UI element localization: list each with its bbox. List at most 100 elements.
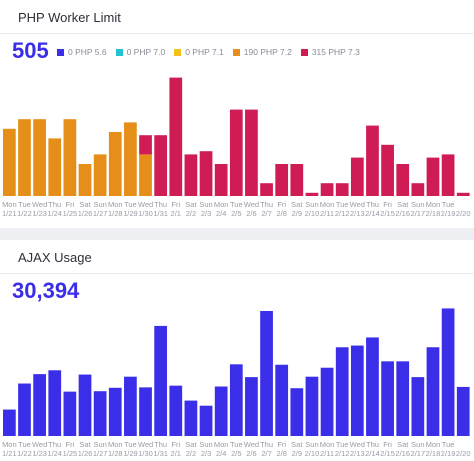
bar[interactable]	[275, 364, 289, 436]
legend-label: 0 PHP 7.1	[185, 47, 224, 57]
x-tick-date: 2/13	[350, 209, 365, 218]
bar[interactable]	[214, 386, 228, 436]
x-tick-date: 2/6	[246, 449, 256, 458]
x-tick-date: 1/22	[17, 449, 32, 458]
legend-item-php71[interactable]: 0 PHP 7.1	[174, 47, 224, 57]
x-tick-day: Tue	[230, 440, 243, 449]
bar[interactable]	[3, 128, 16, 196]
legend-item-php56[interactable]: 0 PHP 5.6	[57, 47, 107, 57]
bar[interactable]	[305, 376, 319, 436]
bar[interactable]	[229, 109, 243, 196]
bar[interactable]	[245, 109, 258, 196]
bar[interactable]	[350, 345, 364, 436]
bar[interactable]	[396, 361, 410, 436]
bar[interactable]	[441, 154, 455, 196]
bar[interactable]	[260, 183, 273, 196]
bar[interactable]	[381, 361, 394, 436]
bar[interactable]	[335, 347, 349, 436]
x-tick-day: Tue	[18, 440, 31, 449]
bar[interactable]	[214, 164, 228, 196]
bar[interactable]	[381, 144, 394, 196]
bar[interactable]	[139, 154, 152, 196]
bar[interactable]	[108, 132, 122, 196]
bar[interactable]	[305, 192, 319, 196]
bar[interactable]	[33, 119, 46, 196]
x-tick-date: 2/14	[365, 449, 380, 458]
x-tick-day: Fri	[66, 200, 75, 209]
bar[interactable]	[320, 367, 334, 436]
legend-swatch	[174, 48, 182, 56]
bar[interactable]	[154, 135, 168, 196]
x-tick-day: Mon	[320, 440, 335, 449]
x-tick-date: 1/27	[93, 449, 108, 458]
bar[interactable]	[78, 374, 92, 436]
bar[interactable]	[78, 164, 92, 196]
x-tick-day: Sat	[79, 440, 91, 449]
bar[interactable]	[184, 154, 198, 196]
x-tick-day: Sat	[79, 200, 91, 209]
bar[interactable]	[199, 151, 213, 196]
bar[interactable]	[199, 405, 213, 436]
x-tick-date: 2/1	[171, 209, 181, 218]
x-tick-date: 1/29	[123, 209, 138, 218]
bar[interactable]	[48, 370, 62, 436]
bar[interactable]	[18, 383, 31, 436]
bar[interactable]	[320, 183, 334, 196]
bar[interactable]	[124, 376, 137, 436]
x-tick-date: 1/23	[32, 209, 47, 218]
x-tick-date: 2/19	[441, 449, 456, 458]
bar[interactable]	[290, 388, 304, 436]
x-tick-day: Fri	[383, 200, 392, 209]
legend-item-php72[interactable]: 190 PHP 7.2	[232, 47, 292, 57]
bar[interactable]	[184, 400, 198, 436]
bar[interactable]	[139, 387, 152, 436]
ajax-total-value: 30,394	[12, 278, 80, 303]
bar[interactable]	[93, 154, 107, 196]
bar[interactable]	[366, 125, 379, 196]
bar[interactable]	[260, 310, 273, 436]
bar[interactable]	[441, 308, 455, 436]
x-tick-day: Sat	[397, 200, 409, 209]
bar[interactable]	[396, 164, 410, 196]
bar[interactable]	[139, 135, 152, 155]
x-tick-date: 2/10	[305, 449, 320, 458]
bar[interactable]	[275, 164, 289, 196]
bar[interactable]	[3, 409, 16, 436]
bar[interactable]	[456, 192, 470, 196]
bar[interactable]	[411, 377, 425, 436]
divider	[0, 273, 474, 274]
bar[interactable]	[63, 119, 77, 196]
bar[interactable]	[426, 157, 440, 196]
bar[interactable]	[366, 337, 379, 436]
legend: 0 PHP 5.6 0 PHP 7.0 0 PHP 7.1 190 PHP 7.…	[57, 47, 360, 57]
x-tick-date: 2/10	[305, 209, 320, 218]
bar[interactable]	[245, 377, 258, 436]
bar[interactable]	[18, 119, 31, 196]
bar[interactable]	[154, 325, 168, 436]
php-total-value: 505	[12, 38, 49, 63]
x-tick-day: Thu	[260, 200, 273, 209]
bar[interactable]	[426, 347, 440, 436]
bar[interactable]	[169, 385, 183, 436]
bar[interactable]	[335, 183, 349, 196]
legend-item-php70[interactable]: 0 PHP 7.0	[115, 47, 165, 57]
bar[interactable]	[124, 122, 137, 196]
x-tick-date: 2/20	[456, 209, 471, 218]
bar[interactable]	[63, 391, 77, 436]
x-tick-date: 2/4	[216, 209, 226, 218]
bar[interactable]	[411, 183, 425, 196]
bar[interactable]	[350, 157, 364, 196]
bar[interactable]	[33, 374, 46, 436]
bar[interactable]	[456, 386, 470, 436]
bar[interactable]	[93, 391, 107, 436]
bar[interactable]	[229, 364, 243, 436]
bar[interactable]	[48, 138, 62, 196]
bar[interactable]	[108, 387, 122, 436]
x-tick-day: Sun	[305, 440, 318, 449]
x-tick-day: Sun	[93, 200, 106, 209]
bar[interactable]	[169, 77, 183, 196]
x-tick-day: Sun	[411, 440, 424, 449]
legend-item-php73[interactable]: 315 PHP 7.3	[300, 47, 360, 57]
bar[interactable]	[290, 164, 304, 196]
x-tick-date: 2/7	[261, 209, 271, 218]
